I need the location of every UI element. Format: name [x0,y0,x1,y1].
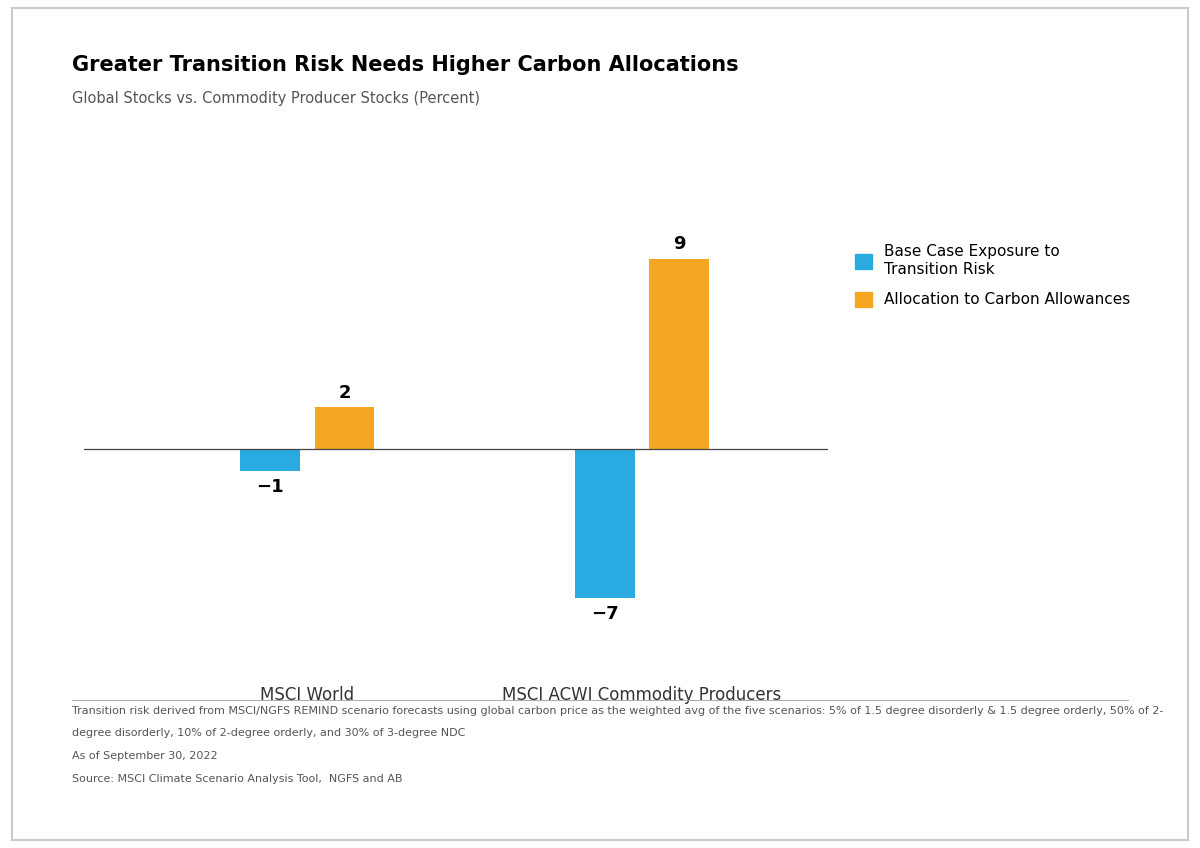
Text: As of September 30, 2022: As of September 30, 2022 [72,751,217,762]
Text: Global Stocks vs. Commodity Producer Stocks (Percent): Global Stocks vs. Commodity Producer Sto… [72,91,480,106]
Legend: Base Case Exposure to
Transition Risk, Allocation to Carbon Allowances: Base Case Exposure to Transition Risk, A… [847,237,1138,315]
Bar [575,449,635,598]
Bar [314,407,374,449]
Text: Greater Transition Risk Needs Higher Carbon Allocations: Greater Transition Risk Needs Higher Car… [72,55,739,75]
Text: Transition risk derived from MSCI/NGFS REMIND scenario forecasts using global ca: Transition risk derived from MSCI/NGFS R… [72,706,1163,716]
Text: 2: 2 [338,384,350,402]
Text: degree disorderly, 10% of 2-degree orderly, and 30% of 3-degree NDC: degree disorderly, 10% of 2-degree order… [72,728,466,739]
Bar [240,449,300,471]
Text: −7: −7 [590,605,619,623]
Text: Source: MSCI Climate Scenario Analysis Tool,  NGFS and AB: Source: MSCI Climate Scenario Analysis T… [72,774,402,784]
Text: −1: −1 [256,478,284,496]
Text: 9: 9 [673,236,685,254]
Bar [649,259,709,449]
